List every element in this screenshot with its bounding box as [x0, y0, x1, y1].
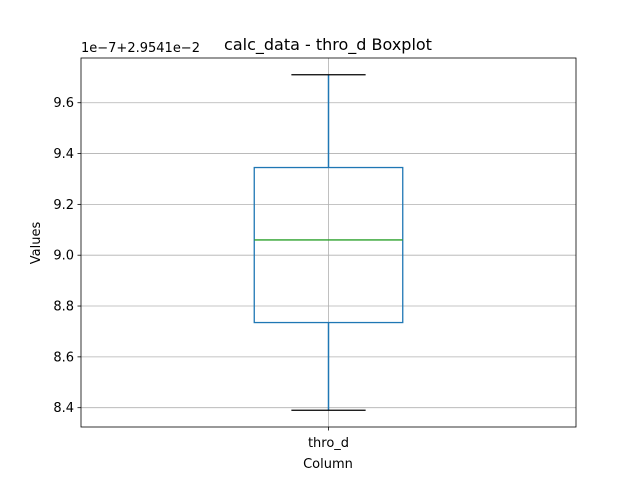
y-axis-title: Values — [29, 222, 44, 265]
x-axis-title: Column — [303, 457, 353, 472]
tick-layer: 8.4 8.6 8.8 9.0 9.2 9.4 9.6 thro_d — [53, 96, 349, 451]
y-tick-label: 9.4 — [53, 147, 74, 162]
y-tick-label: 9.0 — [53, 249, 74, 264]
iqr-box — [253, 166, 404, 324]
box-layer — [253, 74, 404, 411]
chart-title: calc_data - thro_d Boxplot — [224, 35, 432, 55]
y-tick-label: 8.6 — [53, 350, 74, 365]
y-tick-label: 8.8 — [53, 300, 74, 315]
x-tick-label: thro_d — [308, 436, 349, 451]
y-offset-text: 1e−7+2.9541e−2 — [81, 41, 200, 56]
y-tick-label: 9.2 — [53, 198, 74, 213]
y-tick-label: 9.6 — [53, 96, 74, 111]
y-tick-label: 8.4 — [53, 401, 74, 416]
